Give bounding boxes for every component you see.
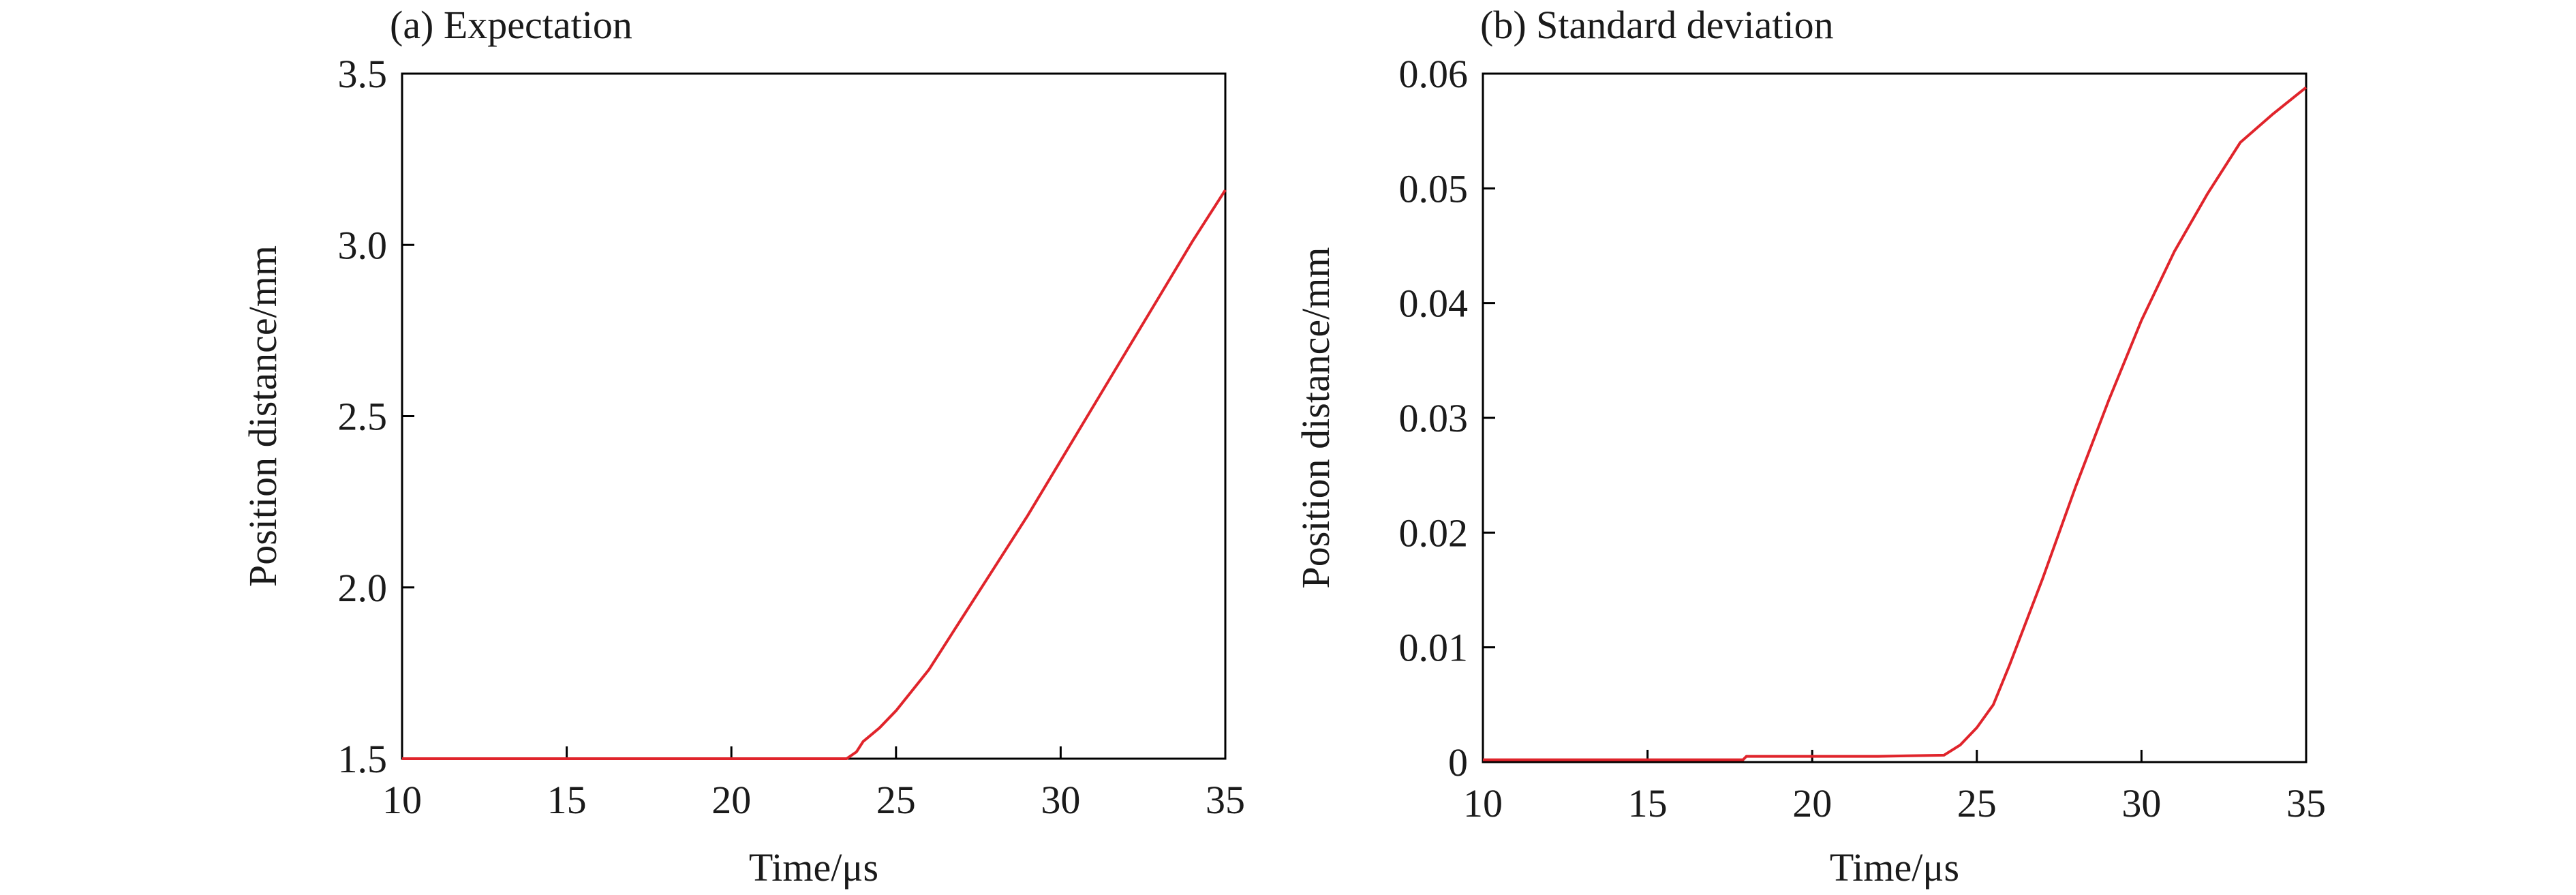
x-tick-label: 15: [547, 778, 587, 822]
x-tick-label: 10: [382, 778, 422, 822]
y-tick-label: 3.5: [338, 52, 388, 96]
y-axis-title: Position distance/mm: [1293, 247, 1338, 588]
x-tick-label: 25: [1957, 781, 1997, 825]
panel-title: (b) Standard deviation: [1480, 3, 1834, 47]
y-tick-label: 0.01: [1399, 626, 1469, 670]
y-tick-label: 0.02: [1399, 511, 1469, 555]
x-tick-label: 35: [1206, 778, 1245, 822]
x-tick-label: 10: [1463, 781, 1503, 825]
plot-area-frame: [401, 72, 1227, 760]
plot-area-frame: [1482, 72, 2307, 763]
y-tick-label: 0.03: [1399, 396, 1469, 440]
x-tick-label: 25: [876, 778, 916, 822]
y-tick-label: 0.05: [1399, 166, 1469, 211]
y-tick-label: 0: [1448, 740, 1468, 785]
y-tick-label: 0.04: [1399, 282, 1469, 326]
y-tick-label: 3.0: [338, 223, 388, 267]
x-tick-label: 30: [1041, 778, 1080, 822]
series-line-standard-deviation: [1483, 86, 2307, 761]
y-tick-label: 2.5: [338, 395, 388, 439]
panel-standard-deviation: (b) Standard deviation 10 15 20 25 30 35 0 0.01 0…: [1293, 3, 2326, 890]
y-axis-title: Position distance/mm: [241, 245, 285, 587]
x-tick-label: 20: [1792, 781, 1832, 825]
series-line-expectation: [402, 189, 1227, 760]
x-tick-label: 35: [2286, 781, 2326, 825]
panel-title: (a) Expectation: [390, 3, 632, 47]
x-axis-title: Time/μs: [1830, 845, 1959, 890]
y-tick-label: 1.5: [338, 737, 388, 781]
x-tick-label: 20: [711, 778, 751, 822]
panel-expectation: (a) Expectation 10 15 20 25 30 35 1.5 2.0 2.5 3.0 3…: [241, 3, 1245, 890]
y-tick-label: 0.06: [1399, 52, 1469, 96]
x-tick-label: 30: [2121, 781, 2161, 825]
x-axis-title: Time/μs: [749, 845, 878, 890]
y-tick-label: 2.0: [338, 566, 388, 610]
x-tick-label: 15: [1628, 781, 1668, 825]
